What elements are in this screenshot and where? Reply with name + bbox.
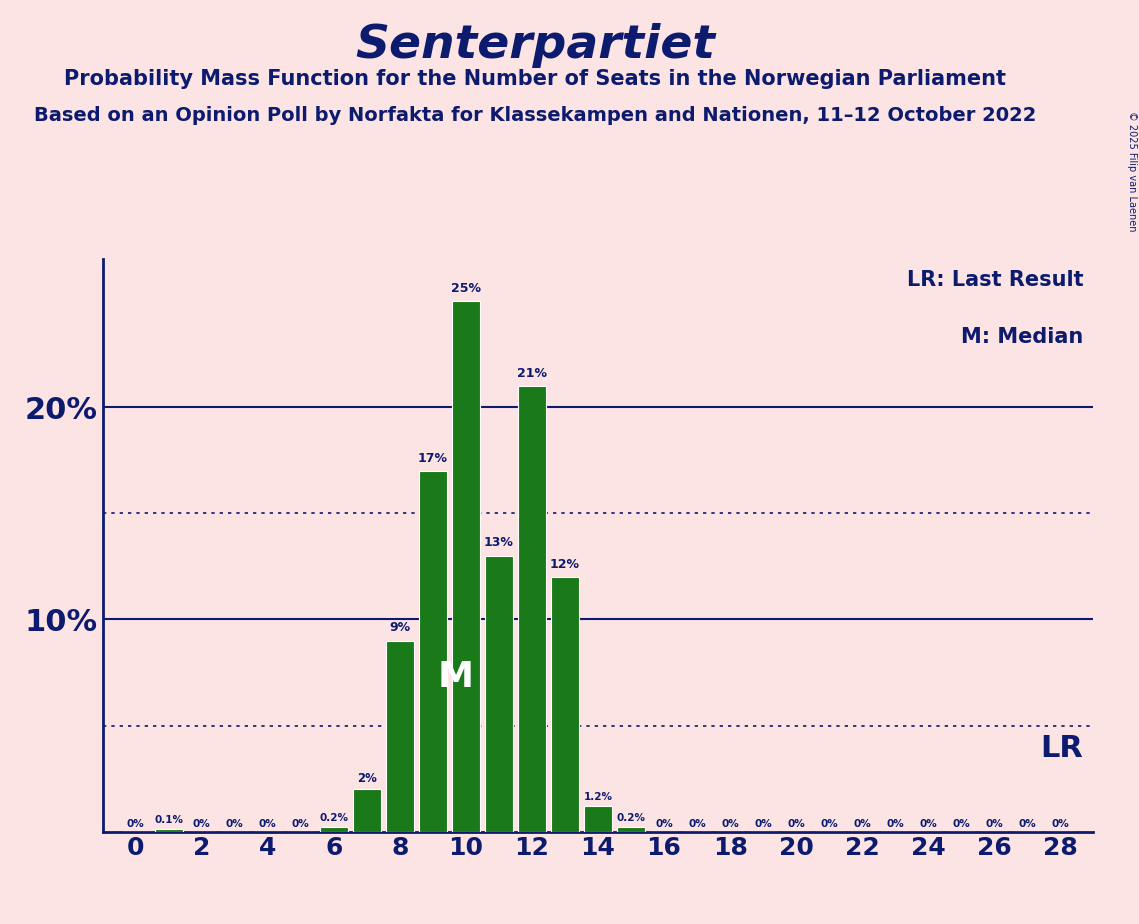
Bar: [518, 386, 546, 832]
Text: 2%: 2%: [357, 772, 377, 784]
Text: 13%: 13%: [484, 537, 514, 550]
Text: 0%: 0%: [919, 819, 937, 829]
Bar: [353, 789, 380, 832]
Text: 1.2%: 1.2%: [583, 792, 613, 802]
Text: 0.2%: 0.2%: [319, 813, 349, 823]
Bar: [617, 827, 645, 832]
Text: 21%: 21%: [517, 367, 547, 380]
Text: 0%: 0%: [1018, 819, 1036, 829]
Text: LR: LR: [1041, 734, 1083, 763]
Text: M: M: [437, 660, 474, 694]
Bar: [584, 806, 612, 832]
Text: 0%: 0%: [655, 819, 673, 829]
Bar: [485, 555, 513, 832]
Text: 0%: 0%: [952, 819, 970, 829]
Text: 0%: 0%: [259, 819, 277, 829]
Text: 0.2%: 0.2%: [616, 813, 646, 823]
Text: 9%: 9%: [390, 621, 410, 634]
Text: 0%: 0%: [721, 819, 739, 829]
Text: 0%: 0%: [754, 819, 772, 829]
Text: © 2025 Filip van Laenen: © 2025 Filip van Laenen: [1126, 111, 1137, 231]
Text: 0%: 0%: [1051, 819, 1070, 829]
Bar: [155, 830, 182, 832]
Text: 0%: 0%: [292, 819, 310, 829]
Bar: [386, 640, 413, 832]
Text: 0%: 0%: [126, 819, 145, 829]
Text: 12%: 12%: [550, 557, 580, 571]
Bar: [452, 301, 480, 832]
Text: Based on an Opinion Poll by Norfakta for Klassekampen and Nationen, 11–12 Octobe: Based on an Opinion Poll by Norfakta for…: [34, 106, 1036, 126]
Text: 25%: 25%: [451, 282, 481, 295]
Bar: [419, 471, 446, 832]
Text: 17%: 17%: [418, 452, 448, 465]
Text: LR: Last Result: LR: Last Result: [907, 270, 1083, 290]
Text: 0%: 0%: [688, 819, 706, 829]
Bar: [320, 827, 347, 832]
Text: 0.1%: 0.1%: [154, 815, 183, 825]
Text: Probability Mass Function for the Number of Seats in the Norwegian Parliament: Probability Mass Function for the Number…: [64, 69, 1007, 90]
Text: M: Median: M: Median: [961, 327, 1083, 347]
Text: 0%: 0%: [853, 819, 871, 829]
Text: Senterpartiet: Senterpartiet: [355, 23, 715, 68]
Text: 0%: 0%: [226, 819, 244, 829]
Text: 0%: 0%: [820, 819, 838, 829]
Bar: [551, 577, 579, 832]
Text: 0%: 0%: [985, 819, 1003, 829]
Text: 0%: 0%: [886, 819, 904, 829]
Text: 0%: 0%: [192, 819, 211, 829]
Text: 0%: 0%: [787, 819, 805, 829]
